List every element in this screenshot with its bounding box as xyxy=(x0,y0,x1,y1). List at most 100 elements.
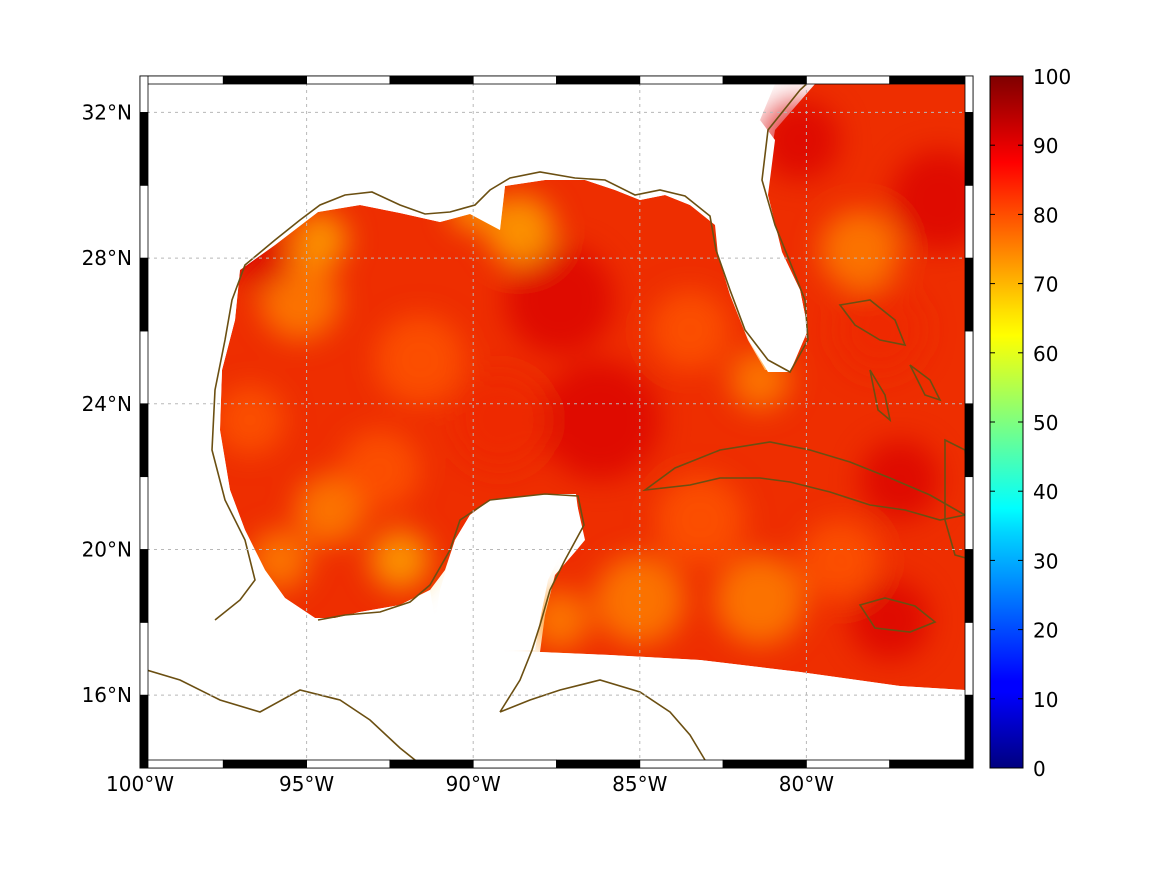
coastline xyxy=(858,597,937,633)
border-segment xyxy=(139,184,149,259)
border-segment xyxy=(964,257,974,332)
lat-tick-label: 16°N xyxy=(82,683,132,707)
field-blob xyxy=(850,580,930,660)
lat-labels: 16°N 20°N 24°N 28°N 32°N xyxy=(82,100,132,707)
border-segment xyxy=(889,75,974,85)
field-blob xyxy=(835,285,925,375)
lat-tick-label: 20°N xyxy=(82,537,132,561)
coastline xyxy=(317,493,585,713)
florida-mask xyxy=(665,120,808,372)
coastlines xyxy=(140,76,973,768)
coastline xyxy=(869,369,892,423)
border-segment xyxy=(722,75,807,85)
field-blob xyxy=(595,555,685,645)
border-segment xyxy=(389,759,474,769)
border-segment xyxy=(222,759,308,769)
border-segment xyxy=(556,759,641,769)
border-segment xyxy=(964,403,974,478)
border-segment xyxy=(389,75,474,85)
colorbar-tick-label: 0 xyxy=(1033,757,1046,781)
border-segment xyxy=(139,330,149,405)
coastline xyxy=(140,667,426,768)
border-segment xyxy=(964,549,974,623)
field-blob xyxy=(760,100,840,180)
colorbar-tick-label: 40 xyxy=(1033,480,1058,504)
border-segment xyxy=(306,75,391,85)
lon-tick-label: 100°W xyxy=(106,772,174,796)
field-blob xyxy=(820,210,900,290)
sea-field xyxy=(140,76,973,768)
field-blob xyxy=(292,212,348,268)
border-segment xyxy=(964,184,974,259)
border-segment xyxy=(222,75,308,85)
border-segment xyxy=(139,257,149,332)
lon-tick-label: 85°W xyxy=(612,772,667,796)
coastline xyxy=(909,364,942,402)
lon-tick-label: 90°W xyxy=(446,772,501,796)
field-blob xyxy=(860,440,940,520)
lon-tick-label: 95°W xyxy=(279,772,334,796)
border-segment xyxy=(139,549,149,623)
coastline xyxy=(642,441,968,521)
colorbar-tick-label: 80 xyxy=(1033,203,1058,227)
border-segment xyxy=(964,694,974,769)
border-segment xyxy=(139,621,149,696)
border-segment xyxy=(139,112,149,186)
border-segment xyxy=(639,759,724,769)
colorbar-tick-label: 10 xyxy=(1033,688,1058,712)
field-blob xyxy=(540,360,660,480)
field-blob xyxy=(340,430,420,510)
mainland-mask xyxy=(140,76,815,640)
yucatan-mask xyxy=(430,494,582,650)
border-segment xyxy=(964,75,974,113)
coastline xyxy=(499,679,706,761)
border-segment xyxy=(472,75,557,85)
border-segment xyxy=(806,759,891,769)
field-blob xyxy=(650,290,730,370)
field-blob xyxy=(890,150,973,250)
map-grid xyxy=(140,76,973,768)
colorbar-tick-label: 70 xyxy=(1033,273,1058,297)
field-blob xyxy=(450,370,550,470)
coastline xyxy=(211,76,816,621)
field-blob xyxy=(800,520,880,600)
lat-tick-label: 28°N xyxy=(82,246,132,270)
border-segment xyxy=(306,759,391,769)
coastline xyxy=(944,438,973,561)
colorbar-tick-label: 100 xyxy=(1033,65,1071,89)
border-segment xyxy=(639,75,724,85)
border-segment xyxy=(139,75,149,113)
border-segment xyxy=(964,330,974,405)
field-blob xyxy=(215,385,285,455)
border-segment xyxy=(964,112,974,186)
border-segment xyxy=(139,694,149,769)
lat-tick-label: 32°N xyxy=(82,100,132,124)
border-segment xyxy=(556,75,641,85)
field-blob xyxy=(375,315,465,405)
border-segment xyxy=(139,75,224,85)
border-segment xyxy=(964,476,974,550)
colorbar-ticks: 0 10 20 30 40 50 60 70 80 90 100 xyxy=(990,65,1071,781)
field-blob xyxy=(370,530,430,590)
field-blob xyxy=(655,475,745,565)
lat-tick-label: 24°N xyxy=(82,392,132,416)
map-border xyxy=(139,75,974,769)
colorbar xyxy=(989,75,1024,769)
colorbar-tick-label: 90 xyxy=(1033,134,1058,158)
field-blob xyxy=(485,195,555,265)
colorbar-tick-label: 30 xyxy=(1033,549,1058,573)
field-blob xyxy=(505,245,615,355)
lon-labels: 100°W 95°W 90°W 85°W 80°W xyxy=(106,772,834,796)
border-segment xyxy=(139,476,149,550)
colorbar-tick-label: 20 xyxy=(1033,619,1058,643)
border-segment xyxy=(139,403,149,478)
south-mask xyxy=(140,590,973,768)
field-blob xyxy=(715,555,805,645)
border-segment xyxy=(472,759,557,769)
border-segment xyxy=(139,759,224,769)
colorbar-tick-label: 60 xyxy=(1033,342,1058,366)
coastline xyxy=(838,299,907,347)
border-segment xyxy=(722,759,807,769)
colorbar-tick-label: 50 xyxy=(1033,411,1058,435)
